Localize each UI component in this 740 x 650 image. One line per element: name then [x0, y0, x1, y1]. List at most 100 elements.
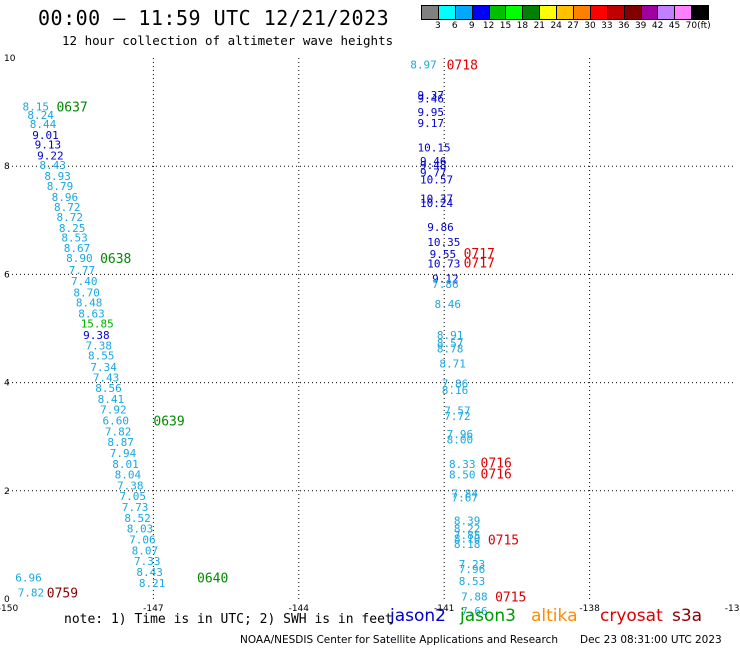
page-title: 00:00 – 11:59 UTC 12/21/2023	[38, 6, 390, 30]
pass-time-label: 0639	[153, 414, 184, 429]
color-scale-label: 12	[482, 21, 495, 31]
pass-time-label: 0718	[447, 58, 478, 73]
wave-height-value: 8.52	[124, 512, 151, 525]
wave-height-value: 8.16	[442, 384, 469, 397]
wave-height-value: 7.82	[105, 425, 132, 438]
wave-height-value: 9.46	[420, 155, 447, 168]
wave-height-value: 8.91	[437, 329, 464, 342]
wave-height-value: 7.66	[461, 605, 488, 618]
wave-height-value: 7.96	[447, 428, 474, 441]
wave-height-value: 9.86	[427, 221, 454, 234]
wave-height-value: 8.48	[76, 297, 103, 310]
color-scale-label: 45	[668, 21, 681, 31]
wave-height-value: 7.34	[90, 361, 117, 374]
wave-height-value: 10.15	[418, 141, 451, 154]
wave-height-value: 9.22	[37, 149, 64, 162]
pass-time-label: 0715	[495, 590, 526, 605]
wave-height-value: 8.01	[112, 458, 139, 471]
wave-height-value: 8.96	[52, 191, 78, 204]
wave-height-value: 7.84	[451, 488, 478, 501]
legend-cryosat: cryosat	[600, 606, 663, 626]
wave-height-value: 8.63	[78, 307, 105, 320]
wave-height-value: 7.05	[119, 490, 145, 503]
wave-height-value: 9.77	[420, 167, 447, 180]
color-scale-bar	[421, 5, 710, 20]
x-tick-label: -147	[143, 604, 163, 614]
wave-height-value: 8.90	[66, 252, 93, 265]
color-scale-label: 9	[468, 21, 475, 31]
wave-height-value: 9.38	[83, 329, 110, 342]
y-tick-label: 6	[4, 270, 10, 280]
wave-height-value: 10.37	[420, 193, 453, 206]
note-text: note: 1) Time is in UTC; 2) SWH is in fe…	[64, 612, 393, 627]
color-scale-label: 3	[435, 21, 441, 31]
x-tick-label: -141	[434, 604, 454, 614]
pass-time-label: 0717	[464, 256, 495, 271]
wave-height-value: 7.85	[454, 529, 481, 542]
wave-height-value: 10.24	[420, 197, 453, 210]
wave-height-value: 8.72	[54, 201, 81, 214]
wave-height-value: 8.79	[47, 180, 73, 193]
color-swatch	[691, 5, 710, 20]
wave-height-value: 15.85	[81, 318, 114, 331]
wave-height-value: 7.33	[134, 555, 161, 568]
wave-height-value: 9.95	[418, 106, 445, 119]
wave-height-value: 7.43	[93, 372, 120, 385]
wave-height-value: 8.67	[64, 242, 90, 255]
wave-height-value: 8.72	[56, 211, 83, 224]
wave-height-value: 8.07	[132, 544, 159, 557]
wave-height-value: 7.94	[110, 447, 137, 460]
wave-height-value: 8.57	[437, 337, 464, 350]
wave-height-value: 9.48	[420, 159, 447, 172]
color-scale-label: 21	[533, 21, 546, 31]
wave-height-value: 10.73	[427, 258, 460, 271]
legend-s3a: s3a	[672, 606, 703, 626]
wave-height-value: 7.73	[122, 501, 149, 514]
wave-height-value: 7.86	[432, 278, 459, 291]
legend-altika: altika	[531, 606, 578, 626]
color-scale-label: 18	[516, 21, 529, 31]
y-tick-label: 10	[4, 54, 16, 64]
wave-height-value: 7.57	[444, 405, 471, 418]
y-tick-label: 0	[4, 595, 10, 605]
pass-time-label: 0638	[100, 252, 131, 267]
pass-time-label: 0716	[481, 467, 512, 482]
color-scale-labels: 3 6 9 12 15 18 21 24 27 30 33 36 39 42 45 70 (ft)	[421, 21, 740, 35]
wave-height-value: 8.18	[454, 538, 481, 551]
legend-jason3: jason3	[460, 606, 516, 626]
wave-height-value: 7.82	[18, 587, 45, 600]
wave-height-value: 7.23	[459, 558, 486, 571]
wave-height-value: 8.10	[454, 532, 481, 545]
wave-height-value: 8.46	[435, 298, 462, 311]
wave-height-value: 8.04	[115, 469, 142, 482]
wave-height-value: 9.17	[418, 117, 445, 130]
wave-height-value: 9.46	[418, 93, 445, 106]
color-scale-unit: (ft)	[697, 21, 711, 31]
wave-height-value: 8.50	[449, 469, 476, 482]
wave-height-value: 7.77	[69, 264, 96, 277]
wave-height-value: 8.53	[459, 575, 486, 588]
wave-height-value: 8.53	[61, 232, 88, 245]
x-tick-label: -150	[0, 604, 18, 614]
wave-height-value: 8.44	[30, 118, 57, 131]
pass-time-label: 0637	[56, 101, 87, 116]
color-scale-label: 70	[685, 21, 698, 31]
footer-timestamp: Dec 23 08:31:00 UTC 2023	[580, 634, 722, 646]
wave-height-value: 7.06	[129, 533, 156, 546]
page-subtitle: 12 hour collection of altimeter wave hei…	[62, 33, 394, 48]
wave-height-value: 8.22	[454, 523, 481, 536]
wave-height-value: 9.55	[430, 248, 457, 261]
color-scale-label: 27	[567, 21, 579, 31]
wave-height-value: 8.41	[98, 393, 125, 406]
wave-height-value: 8.21	[139, 577, 166, 590]
wave-height-value: 7.38	[86, 339, 113, 352]
wave-height-value: 8.25	[59, 222, 86, 235]
color-scale-label: 6	[451, 21, 458, 31]
wave-height-value: 10.57	[420, 174, 453, 187]
wave-height-value: 8.55	[88, 350, 115, 363]
wave-height-value: 9.12	[432, 273, 459, 286]
wave-height-value: 9.37	[418, 89, 445, 102]
wave-height-value: 7.38	[117, 479, 144, 492]
wave-height-value: 7.88	[461, 590, 488, 603]
wave-height-value: 6.60	[103, 414, 130, 427]
